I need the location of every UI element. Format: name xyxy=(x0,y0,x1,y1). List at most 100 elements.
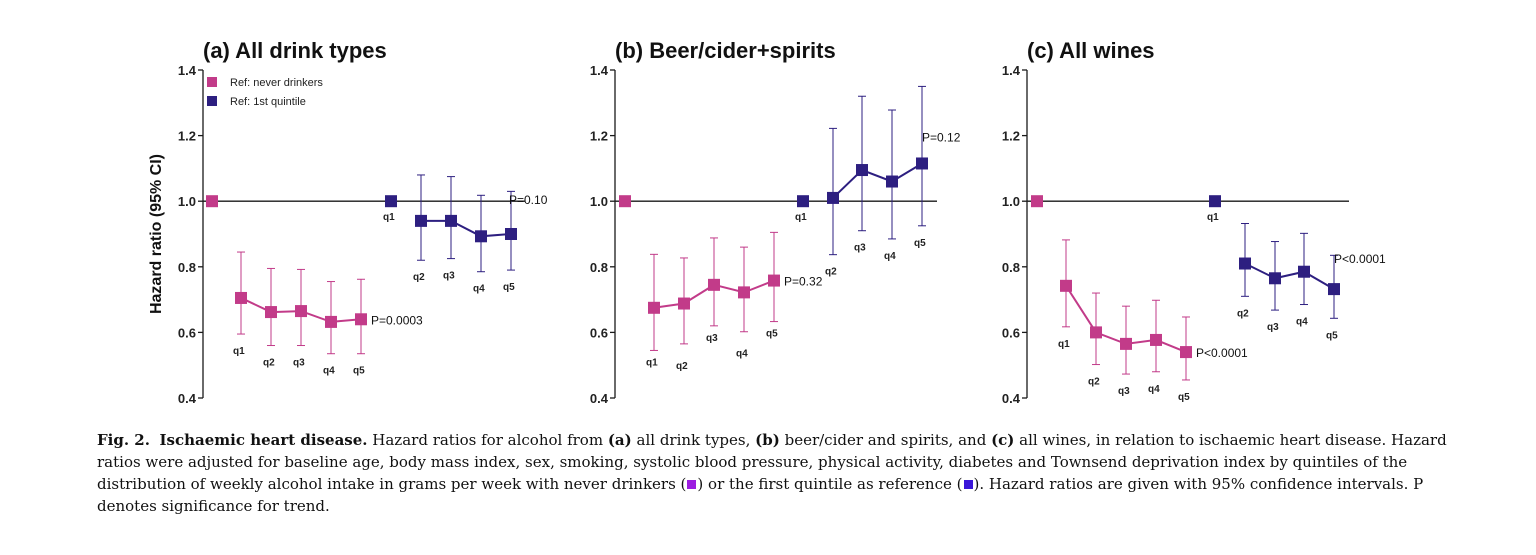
panel-c-y-tick-label: 1.0 xyxy=(1002,194,1020,209)
panel-b-never-ref-category-label: q2 xyxy=(676,361,688,372)
panel-a-quintile-ref-point-q5 xyxy=(505,228,517,240)
panel-a-never-ref-point-q5 xyxy=(355,313,367,326)
panel-b-y-tick-label: 1.0 xyxy=(590,194,608,209)
panel-b-quintile-ref-point-q4 xyxy=(886,175,898,188)
caption-title: Ischaemic heart disease. xyxy=(159,431,368,449)
caption-text-2: all drink types, xyxy=(631,431,756,449)
panel-a-quintile-ref-trend-line xyxy=(421,219,512,238)
panel-b-title: (b) Beer/cider+spirits xyxy=(615,38,836,63)
panel-c-quintile-ref-category-label: q4 xyxy=(1296,317,1308,328)
panel-a-y-tick-label: 1.0 xyxy=(178,194,196,209)
panel-c-y-tick-label: 1.2 xyxy=(1002,129,1020,144)
caption-panel-a: (a) xyxy=(607,431,632,449)
panel-c-never-ref-point-q4 xyxy=(1150,333,1162,346)
panel-c-y-tick-label: 1.4 xyxy=(1002,63,1021,78)
panel-b-y-tick-label: 0.8 xyxy=(590,260,608,275)
panel-a-never-ref-category-label: q5 xyxy=(353,366,365,377)
panel-c-title: (c) All wines xyxy=(1027,38,1155,63)
panel-a-quintile-ref-point-q3 xyxy=(445,214,457,227)
panel-c-quintile-ref-point-q5 xyxy=(1328,283,1340,296)
panel-a-quintile-ref-point-q4 xyxy=(475,230,487,243)
panel-a-quintile-ref-category-label: q2 xyxy=(413,272,425,283)
caption-text-6: ). Hazard ratios are given with 95% conf… xyxy=(97,475,1424,515)
panel-b-never-ref-point-q5 xyxy=(768,274,780,287)
first-quintile-swatch-icon xyxy=(963,480,973,489)
panel-a-never-ref-category-label: q1 xyxy=(233,346,245,357)
panel-c-never-ref-category-label: q1 xyxy=(1058,339,1070,350)
panel-a-quintile-ref-category-label: q1 xyxy=(383,212,395,223)
figure-caption: Fig. 2. Ischaemic heart disease. Hazard … xyxy=(97,429,1447,517)
panel-c-never-ref-point-q3 xyxy=(1120,337,1132,350)
panel-a-quintile-ref-point-q1 xyxy=(385,195,397,208)
panel-b-quintile-ref-point-q3 xyxy=(856,164,868,177)
panel-a-quintile-ref-p-value-label: P=0.10 xyxy=(509,193,548,207)
panel-b-y-tick-label: 1.2 xyxy=(590,129,608,144)
caption-text-3: beer/cider and spirits, and xyxy=(779,431,992,449)
panel-c-quintile-ref-trend-line xyxy=(1244,262,1335,290)
panel-a-quintile-ref-category-label: q4 xyxy=(473,284,485,295)
panel-b-quintile-ref-point-q5 xyxy=(916,157,928,170)
panel-c-never-ref-category-label: q2 xyxy=(1088,377,1100,388)
panel-a-title: (a) All drink types xyxy=(203,38,387,63)
panel-a-quintile-ref-category-label: q3 xyxy=(443,271,455,282)
panel-a-y-tick-label: 0.8 xyxy=(178,260,196,275)
panel-c-quintile-ref-category-label: q1 xyxy=(1207,212,1219,223)
caption-fig-label: Fig. 2. xyxy=(97,431,150,449)
panel-b-never-ref-point-q1 xyxy=(648,301,660,314)
panel-b-never-ref-reference-marker xyxy=(619,195,631,208)
panel-b-quintile-ref-category-label: q3 xyxy=(854,243,866,254)
panel-b-never-ref-category-label: q1 xyxy=(646,357,658,368)
panel-c-y-tick-label: 0.8 xyxy=(1002,260,1020,275)
panel-a-quintile-ref-point-q2 xyxy=(415,214,427,227)
panel-c-quintile-ref-category-label: q3 xyxy=(1267,322,1279,333)
panel-a-never-ref-point-q1 xyxy=(235,291,247,304)
never-drinkers-swatch-icon xyxy=(687,480,697,489)
legend-quintile-swatch xyxy=(207,96,217,106)
panel-b-never-ref-point-q4 xyxy=(738,286,750,299)
panel-c-quintile-ref-point-q4 xyxy=(1298,265,1310,278)
panel-a-never-ref-category-label: q2 xyxy=(263,358,275,369)
figure-panels: 0.4 0.6 0.8 1.0 1.2 1.4 (a) All drink types q1 q… xyxy=(148,38,1386,406)
panel-b-quintile-ref-category-label: q5 xyxy=(914,238,926,249)
panel-b-quintile-ref-category-label: q1 xyxy=(795,212,807,223)
panel-a-y-tick-label: 0.6 xyxy=(178,325,196,340)
panel-a-never-ref-reference-marker xyxy=(206,195,218,208)
panel-b-quintile-ref-category-label: q4 xyxy=(884,251,896,262)
panel-a-never-ref-point-q3 xyxy=(295,305,307,318)
caption-text-4: all wines, in relation to ischaemic hear… xyxy=(97,431,1447,493)
panel-b-never-ref-point-q2 xyxy=(678,297,690,310)
panel-b-quintile-ref-trend-line xyxy=(832,162,923,199)
panel-a-never-ref-category-label: q3 xyxy=(293,358,305,369)
panel-b-never-ref-category-label: q4 xyxy=(736,349,748,360)
panel-c-quintile-ref-p-value-label: P<0.0001 xyxy=(1334,252,1386,266)
panel-c-quintile-ref-category-label: q2 xyxy=(1237,308,1249,319)
panel-b-y-tick-label: 0.4 xyxy=(590,391,609,406)
legend-never-swatch xyxy=(207,77,217,87)
panel-b-never-ref-p-value-label: P=0.32 xyxy=(784,275,823,289)
panel-b-y-tick-label: 0.6 xyxy=(590,325,608,340)
panel-a-never-ref-point-q4 xyxy=(325,315,337,328)
panel-c-quintile-ref-point-q1 xyxy=(1209,195,1221,208)
caption-text-5: ) or the first quintile as reference ( xyxy=(697,475,963,493)
caption-panel-c: (c) xyxy=(991,431,1015,449)
legend-quintile-label: Ref: 1st quintile xyxy=(230,96,306,108)
panel-a-never-ref-point-q2 xyxy=(265,306,277,319)
panel-b-never-ref-category-label: q3 xyxy=(706,333,718,344)
panel-c-never-ref-point-q1 xyxy=(1060,279,1072,292)
panel-c-never-ref-category-label: q4 xyxy=(1148,384,1160,395)
panel-b-never-ref-point-q3 xyxy=(708,278,720,291)
panel-b-quintile-ref-category-label: q2 xyxy=(825,267,837,278)
panel-c-never-ref-category-label: q5 xyxy=(1178,392,1190,403)
panel-c-quintile-ref-point-q3 xyxy=(1269,272,1281,285)
panel-b-quintile-ref-point-q2 xyxy=(827,191,839,204)
legend-never-label: Ref: never drinkers xyxy=(230,77,323,89)
panel-c-never-ref-point-q5 xyxy=(1180,346,1192,359)
panel-c-never-ref-reference-marker xyxy=(1031,195,1043,208)
panel-b-never-ref-category-label: q5 xyxy=(766,329,778,340)
panel-c-quintile-ref-category-label: q5 xyxy=(1326,330,1338,341)
caption-text-1: Hazard ratios for alcohol from xyxy=(367,431,608,449)
panel-a-quintile-ref-category-label: q5 xyxy=(503,282,515,293)
panel-c-never-ref-point-q2 xyxy=(1090,326,1102,339)
panel-a-y-tick-label: 1.4 xyxy=(178,63,197,78)
panel-b-y-tick-label: 1.4 xyxy=(590,63,609,78)
